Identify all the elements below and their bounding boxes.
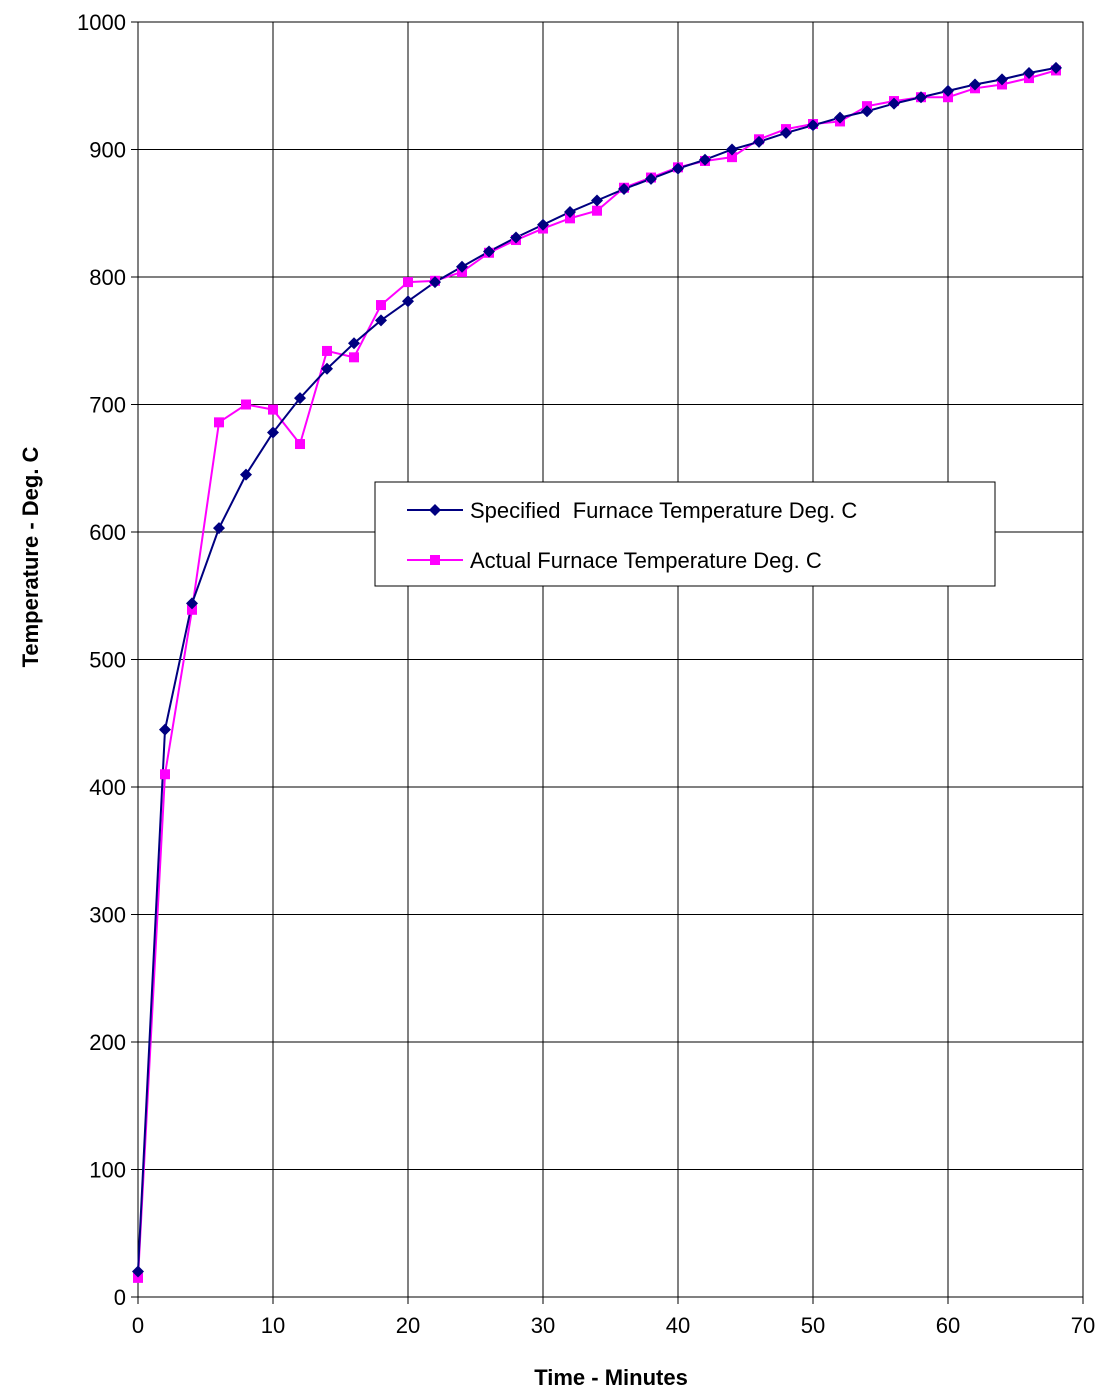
y-tick-label: 400 xyxy=(89,775,126,800)
data-point-specified xyxy=(537,218,549,231)
data-point-specified xyxy=(375,314,387,327)
data-point-specified xyxy=(510,231,522,244)
data-point-specified xyxy=(672,162,684,175)
data-point-specified xyxy=(213,522,225,535)
data-point-specified xyxy=(915,91,927,104)
x-axis-title: Time - Minutes xyxy=(534,1365,688,1390)
data-point-actual xyxy=(268,404,278,415)
y-tick-label: 300 xyxy=(89,903,126,928)
data-series xyxy=(132,61,1062,1283)
data-point-actual xyxy=(376,300,386,311)
legend-marker-actual xyxy=(430,555,440,565)
data-point-actual xyxy=(592,205,602,216)
data-point-actual xyxy=(322,345,332,356)
x-tick-label: 0 xyxy=(132,1313,144,1338)
data-point-specified xyxy=(618,183,630,196)
data-point-actual xyxy=(295,439,305,450)
data-point-specified xyxy=(645,172,657,185)
data-point-specified xyxy=(861,105,873,118)
y-tick-label: 200 xyxy=(89,1030,126,1055)
x-tick-label: 10 xyxy=(261,1313,285,1338)
data-point-actual xyxy=(241,399,251,410)
data-point-specified xyxy=(132,1265,144,1278)
data-point-specified xyxy=(1023,67,1035,79)
data-point-specified xyxy=(753,135,765,148)
data-point-specified xyxy=(807,119,819,132)
data-point-actual xyxy=(403,277,413,288)
y-tick-label: 1000 xyxy=(77,10,126,35)
data-point-actual xyxy=(565,213,575,224)
y-tick-label: 500 xyxy=(89,648,126,673)
data-point-actual xyxy=(214,417,224,428)
data-point-specified xyxy=(780,126,792,139)
data-point-specified xyxy=(969,78,981,91)
x-tick-label: 70 xyxy=(1071,1313,1095,1338)
tick-labels: 0 100 200 300 400 500 600 700 800 900 1000 0 10 20 30 4… xyxy=(77,10,1095,1338)
data-point-specified xyxy=(699,153,711,166)
legend-label-actual: Actual Furnace Temperature Deg. C xyxy=(470,548,822,573)
y-axis-title: Temperature - Deg. C xyxy=(18,446,43,667)
x-tick-label: 30 xyxy=(531,1313,555,1338)
data-point-specified xyxy=(1050,61,1062,74)
data-point-specified xyxy=(942,84,954,97)
data-point-actual xyxy=(349,352,359,363)
data-point-specified xyxy=(483,245,495,258)
grid-lines xyxy=(131,21,1084,1304)
data-point-specified xyxy=(591,194,603,207)
x-tick-label: 20 xyxy=(396,1313,420,1338)
data-point-actual xyxy=(187,604,197,615)
series-line-actual xyxy=(137,69,1057,1278)
data-point-specified xyxy=(321,362,333,375)
x-tick-label: 40 xyxy=(666,1313,690,1338)
data-point-specified xyxy=(294,392,306,405)
data-point-specified xyxy=(834,111,846,124)
data-point-specified xyxy=(726,143,738,156)
data-point-specified xyxy=(159,723,171,736)
data-point-specified xyxy=(429,276,441,289)
x-tick-label: 60 xyxy=(936,1313,960,1338)
data-point-actual xyxy=(133,1272,143,1283)
data-point-actual xyxy=(943,92,953,103)
data-point-specified xyxy=(888,97,900,110)
legend-box xyxy=(374,481,996,587)
data-point-specified xyxy=(186,597,198,610)
y-tick-label: 700 xyxy=(89,393,126,418)
data-point-specified xyxy=(240,468,252,481)
data-point-specified xyxy=(564,205,576,218)
data-point-specified xyxy=(348,337,360,350)
x-tick-label: 50 xyxy=(801,1313,825,1338)
data-point-specified xyxy=(996,73,1008,86)
data-point-specified xyxy=(267,426,279,439)
y-tick-label: 800 xyxy=(89,265,126,290)
legend-marker-specified xyxy=(429,504,441,516)
series-line-specified xyxy=(137,66,1057,1272)
legend-label-specified: Specified Furnace Temperature Deg. C xyxy=(470,498,857,523)
y-tick-label: 100 xyxy=(89,1158,126,1183)
data-point-actual xyxy=(160,769,170,780)
data-point-specified xyxy=(402,295,414,308)
y-tick-label: 600 xyxy=(89,520,126,545)
data-point-specified xyxy=(456,260,468,273)
data-point-actual xyxy=(727,152,737,163)
y-tick-label: 900 xyxy=(89,138,126,163)
legend: Specified Furnace Temperature Deg. C Act… xyxy=(374,481,996,587)
y-tick-label: 0 xyxy=(114,1285,126,1310)
